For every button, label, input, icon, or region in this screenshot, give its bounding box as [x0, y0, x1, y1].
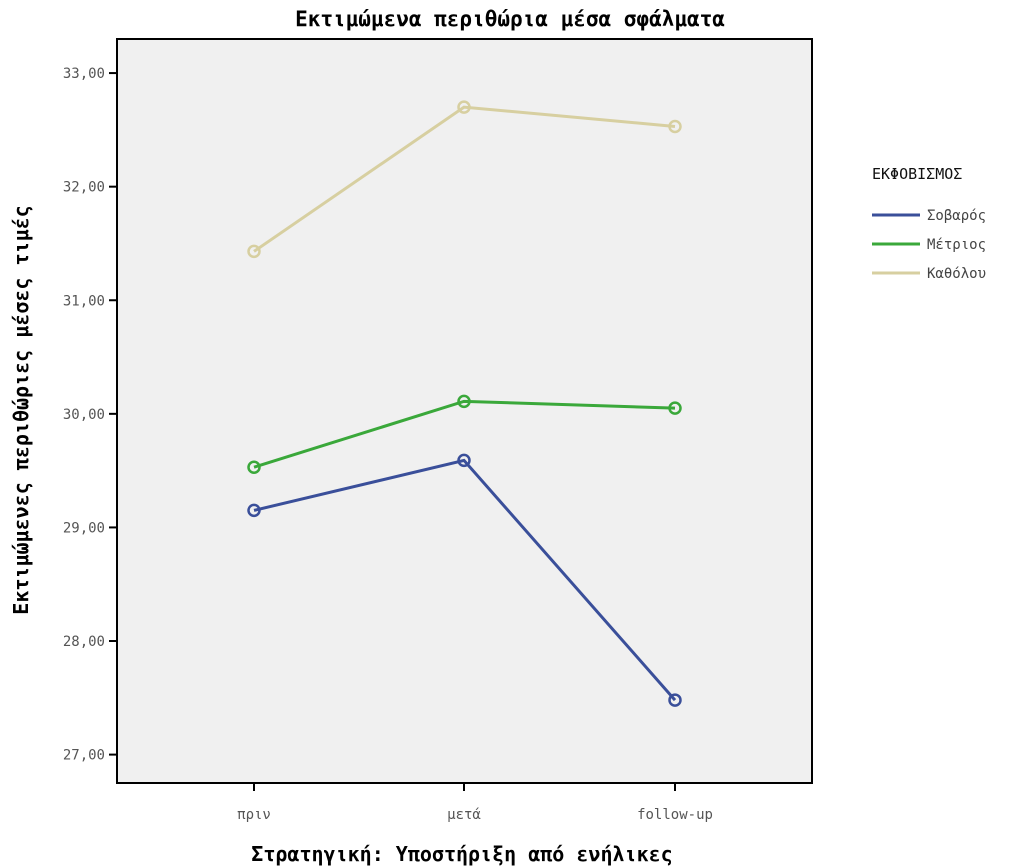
data-point	[247, 460, 261, 474]
data-point	[457, 453, 471, 468]
legend-label: Καθόλου	[927, 266, 986, 282]
x-axis-label: Στρατηγική: Υποστήριξη από ενήλικες	[251, 842, 672, 866]
y-tick-label: 30,00	[63, 407, 105, 423]
x-tick-label: πριν	[237, 807, 271, 823]
legend: ΕΚΦΟΒΙΣΜΟΣ Σοβαρός Μέτριος Καθόλου	[872, 165, 986, 282]
legend-label: Σοβαρός	[927, 208, 986, 224]
series-layer	[247, 100, 682, 707]
data-point	[457, 100, 471, 114]
series-line	[253, 399, 676, 469]
x-tick-label: follow-up	[637, 807, 713, 823]
data-point	[668, 401, 682, 415]
x-axis: πριν μετά follow-up	[237, 783, 713, 823]
data-point	[247, 244, 261, 259]
x-tick-label: μετά	[447, 807, 481, 823]
data-point	[457, 394, 471, 409]
y-tick-label: 27,00	[63, 748, 105, 764]
legend-title: ΕΚΦΟΒΙΣΜΟΣ	[872, 165, 962, 183]
data-point	[668, 119, 682, 134]
y-axis-label: Εκτιμώμενες περιθώριες μέσες τιμές	[9, 205, 33, 614]
legend-label: Μέτριος	[927, 237, 986, 253]
y-tick-label: 33,00	[63, 66, 105, 82]
plot-area	[116, 38, 813, 784]
series-line	[253, 105, 676, 253]
data-point	[247, 503, 261, 518]
chart-title: Εκτιμώμενα περιθώρια μέσα σφάλματα	[295, 7, 725, 31]
data-point	[668, 693, 682, 707]
y-tick-label: 28,00	[63, 634, 105, 650]
series-line	[253, 458, 677, 702]
y-tick-label: 31,00	[63, 293, 105, 309]
y-axis: 27,00 28,00 29,00 30,00 31,00 32,00 33,00	[63, 66, 117, 764]
y-tick-label: 29,00	[63, 520, 105, 536]
y-tick-label: 32,00	[63, 180, 105, 196]
